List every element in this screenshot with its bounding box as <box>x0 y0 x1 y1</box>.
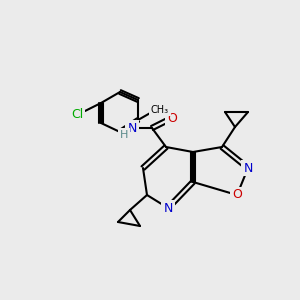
Text: O: O <box>232 188 242 202</box>
Text: Cl: Cl <box>71 107 83 121</box>
Text: N: N <box>243 161 253 175</box>
Text: N: N <box>127 122 137 134</box>
Text: N: N <box>163 202 173 214</box>
Text: CH₃: CH₃ <box>151 105 169 115</box>
Text: H: H <box>120 130 128 140</box>
Text: O: O <box>167 112 177 124</box>
